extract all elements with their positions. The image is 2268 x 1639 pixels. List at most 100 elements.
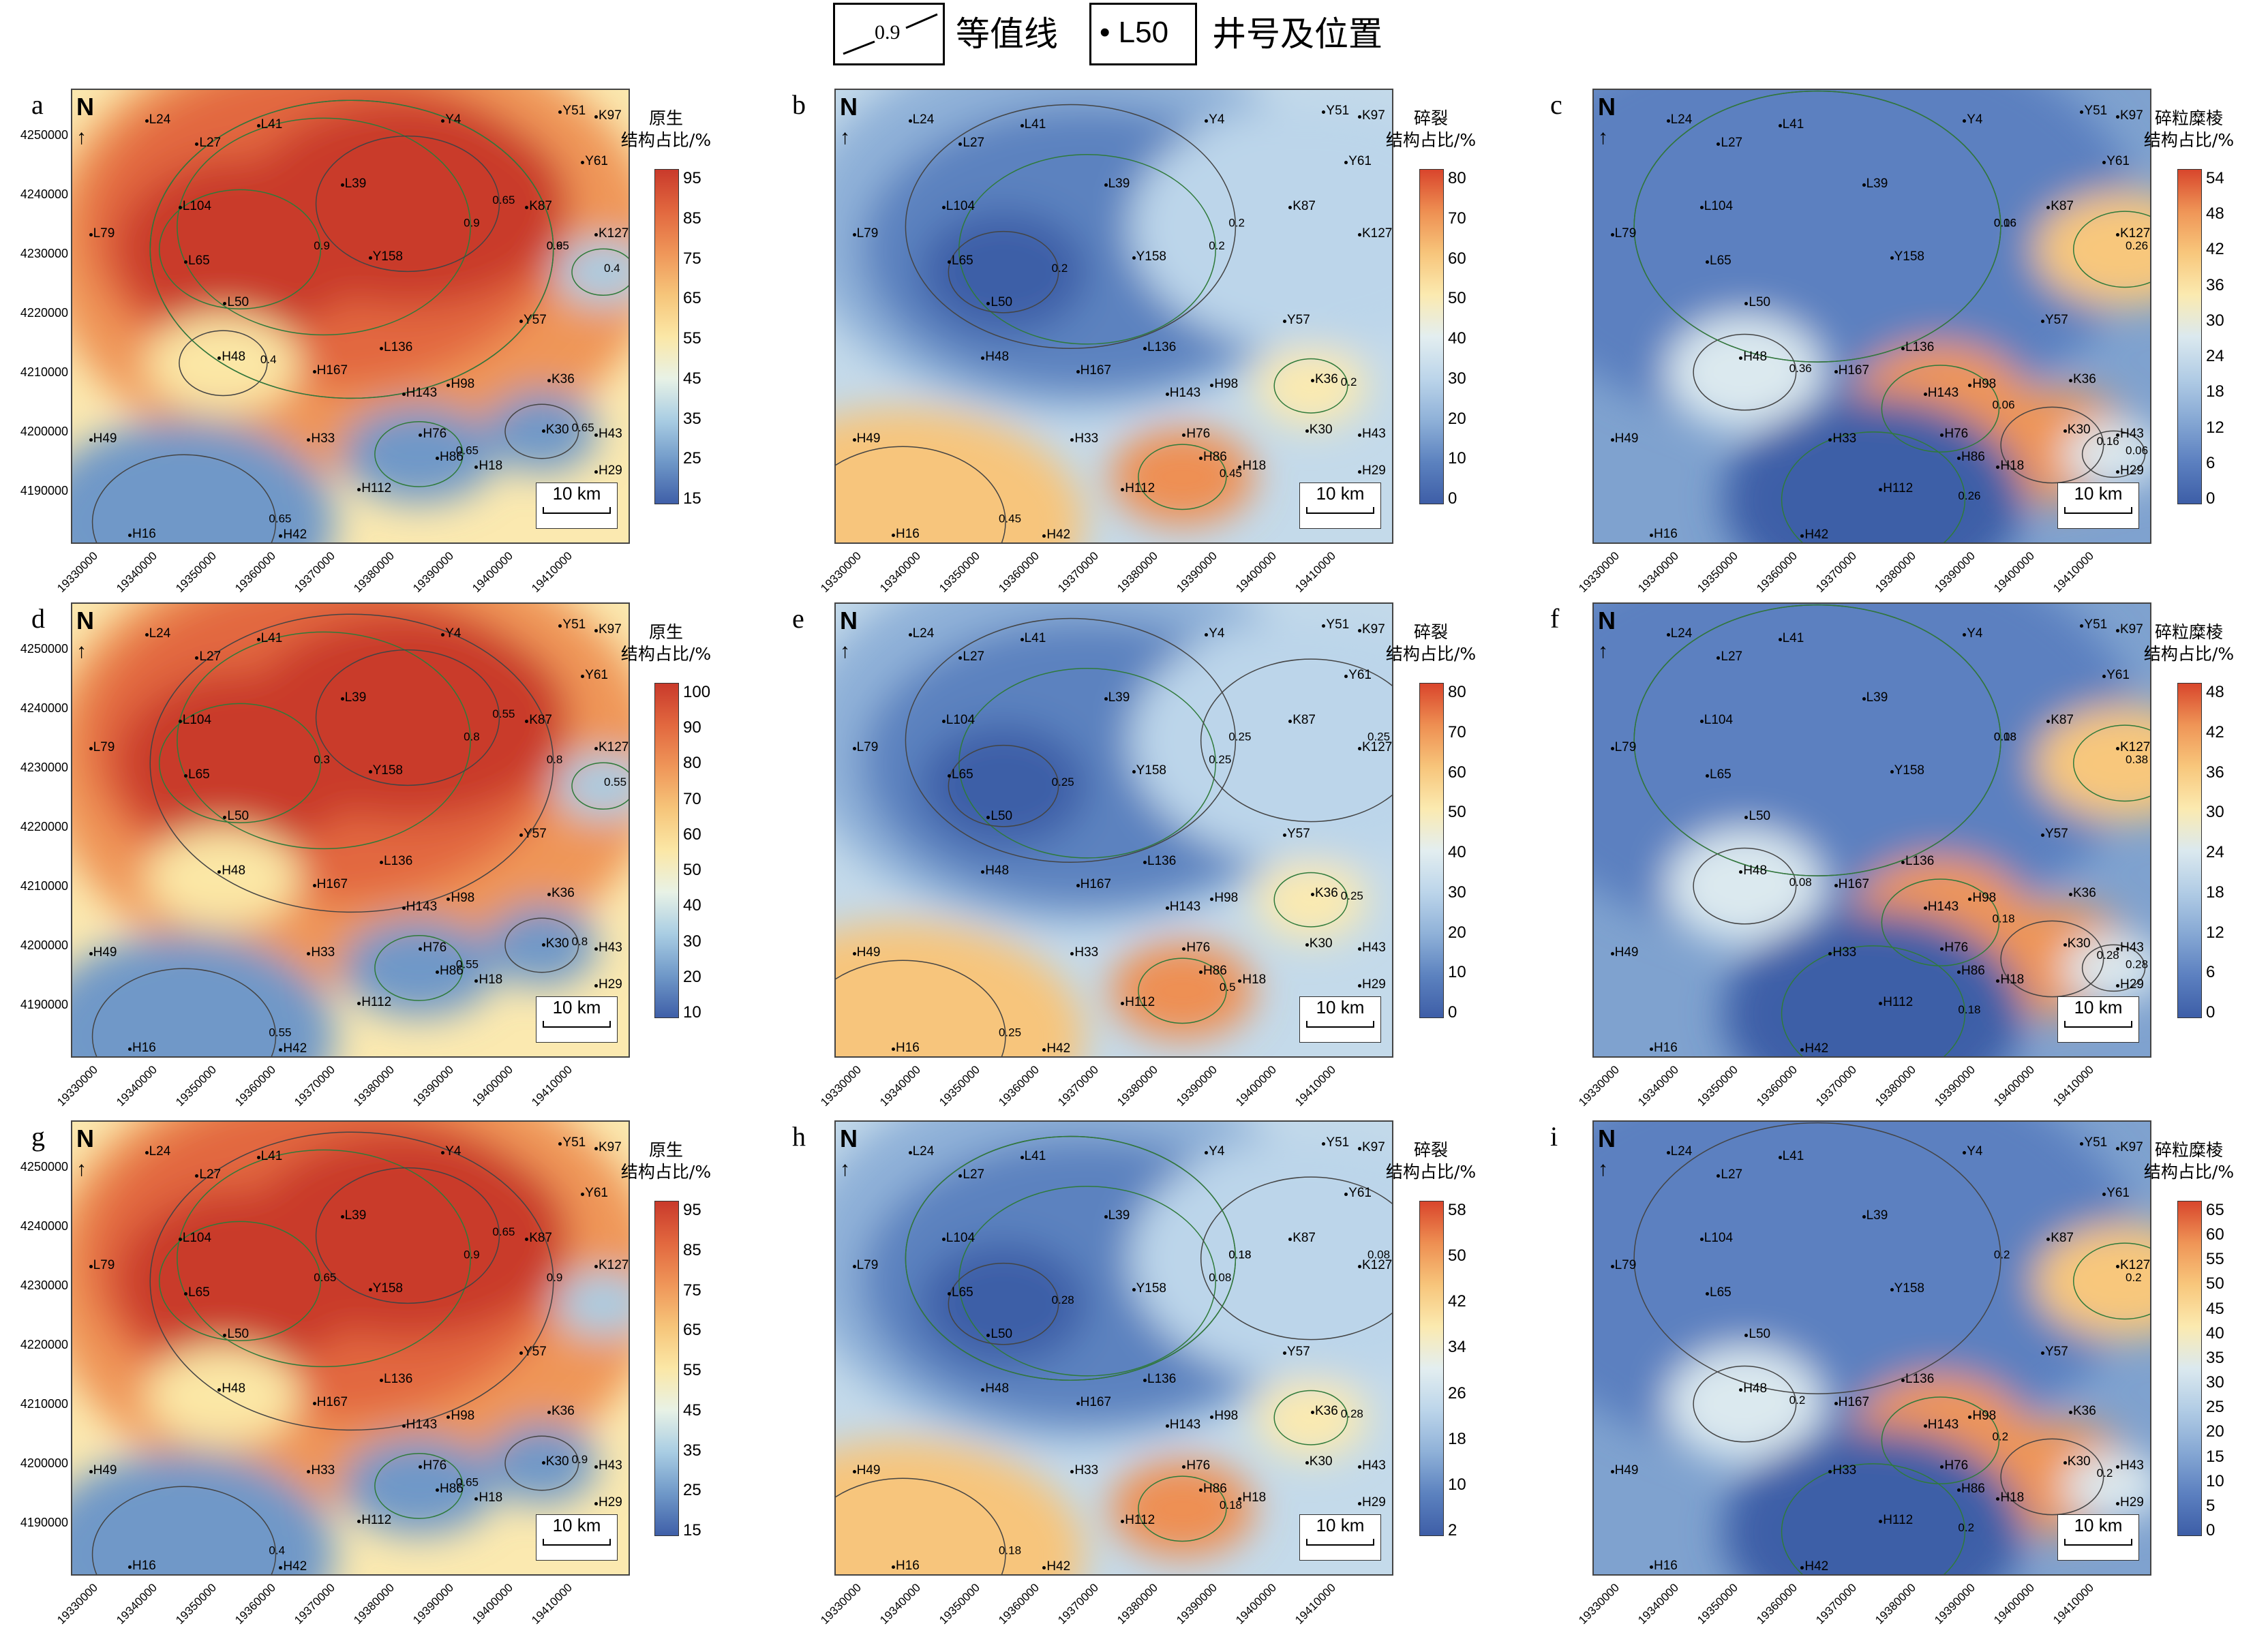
contour-label: 0.65 [456, 1475, 479, 1488]
well-label: H76 [1182, 1458, 1211, 1473]
contour-line [958, 153, 1216, 345]
surface-region [1110, 1459, 1255, 1558]
well-label: Y4 [1963, 112, 1983, 127]
contour-line [177, 117, 471, 336]
contour-label: 0.5 [1220, 981, 1236, 994]
scale-bar: 10 km [2057, 1514, 2139, 1561]
contour-label: 0.9 [464, 1248, 480, 1261]
colorbar-tick: 75 [683, 1281, 701, 1300]
scale-bar: 10 km [2057, 996, 2139, 1043]
well-label: H112 [357, 995, 392, 1010]
well-label: H48 [217, 863, 246, 878]
colorbar-tick: 30 [2206, 311, 2224, 330]
well-label: H143 [1923, 900, 1959, 915]
contour-line [374, 1452, 464, 1519]
contour-line [149, 1131, 554, 1431]
y-tick-label: 4190000 [20, 998, 68, 1011]
map-panel-c: c 0.06 0.06 0.16 0.26 0.36 0.26 0.06 0.16 N ↑ L24 L4… [1516, 80, 2266, 595]
well-label: K87 [525, 199, 552, 214]
well-label: H33 [307, 945, 335, 960]
contour-label: 0.25 [1367, 730, 1390, 743]
well-label: Y158 [1132, 1281, 1166, 1296]
well-label: L24 [908, 112, 935, 127]
colorbar-title: 碎粒糜棱 结构占比/% [2143, 622, 2235, 664]
well-label: L24 [145, 112, 171, 127]
well-label: K127 [2115, 740, 2151, 755]
contour-label: 0.18 [999, 1544, 1021, 1557]
contour-line [158, 189, 322, 309]
contour-line [905, 1135, 1237, 1381]
well-label: H16 [128, 527, 156, 542]
well-label: H29 [1358, 463, 1386, 478]
well-label: L65 [948, 1285, 973, 1300]
well-label: L79 [1610, 1258, 1637, 1273]
colorbar-tick: 0 [2206, 489, 2216, 508]
contour-label: 0.28 [1052, 1293, 1074, 1306]
x-tick-label: 19390000 [1174, 549, 1220, 595]
colorbar-title: 原生 结构占比/% [620, 622, 712, 664]
surface-region [1255, 859, 1367, 941]
well-label: Y158 [368, 249, 403, 264]
y-tick-label: 4220000 [20, 306, 68, 320]
surface-region [1110, 427, 1255, 526]
scale-bar: 10 km [536, 1514, 618, 1561]
colorbar-tick: 10 [2206, 1471, 2224, 1490]
colorbar-tick: 0 [2206, 1521, 2216, 1540]
well-label: H16 [128, 1559, 156, 1574]
x-tick-label: 19400000 [470, 549, 516, 595]
well-label: H49 [89, 1463, 117, 1477]
contour-line [2000, 1438, 2104, 1516]
y-tick-label: 4200000 [20, 425, 68, 438]
colorbar-tick: 34 [1448, 1338, 1466, 1357]
well-label: L50 [986, 294, 1013, 309]
well-label: H167 [1076, 876, 1112, 891]
colorbar-tick: 60 [2206, 1225, 2224, 1244]
well-label: Y158 [1890, 763, 1924, 778]
well-label: L41 [256, 117, 283, 132]
well-label: H112 [357, 1513, 392, 1528]
x-tick-label: 19380000 [1115, 1581, 1161, 1627]
well-label: L27 [1717, 1167, 1743, 1182]
well-label: L24 [145, 626, 171, 641]
y-tick-label: 4190000 [20, 484, 68, 497]
contour-line [948, 1262, 1059, 1345]
well-label: H76 [1182, 427, 1211, 442]
x-tick-label: 19400000 [1991, 1581, 2038, 1627]
colorbar-tick: 70 [1448, 722, 1466, 741]
contour-line [1881, 365, 2000, 453]
well-label: L27 [195, 649, 222, 664]
x-tick-label: 19350000 [173, 1063, 220, 1109]
well-label: H18 [474, 1490, 503, 1505]
well-label: L50 [1744, 808, 1771, 823]
x-tick-label: 19340000 [877, 1581, 924, 1627]
well-label: K30 [541, 1454, 569, 1469]
contour-label: 0.65 [492, 194, 515, 206]
scale-bar: 10 km [1299, 482, 1381, 529]
well-label: L136 [1143, 854, 1177, 869]
well-label: Y61 [581, 667, 608, 682]
x-tick-label: 19380000 [1873, 1581, 1919, 1627]
well-label: H86 [436, 963, 464, 978]
well-legend-label: 井号及位置 [1212, 14, 1382, 54]
y-tick-label: 4250000 [20, 128, 68, 142]
well-label: Y4 [441, 112, 462, 127]
scale-bar-label: 10 km [552, 997, 601, 1017]
well-label: H29 [594, 1495, 622, 1510]
well-label: H43 [1358, 940, 1386, 955]
colorbar-tick: 90 [683, 718, 701, 737]
contour-label: 0.08 [1994, 730, 2016, 743]
interpolated-surface: 0.180.080.280.180.180.280.080.18 [836, 1122, 1392, 1574]
x-tick-label: 19350000 [1695, 1063, 1741, 1109]
surface-region [2033, 705, 2150, 821]
contour-label: 0.38 [2126, 753, 2148, 766]
colorbar-tick: 0 [1448, 1003, 1457, 1022]
contour-line [1881, 878, 2000, 966]
well-label: H43 [1358, 1458, 1386, 1473]
colorbar-tick: 95 [683, 169, 701, 187]
contour-legend-box: 0.9 [833, 3, 945, 65]
surface-region [555, 239, 629, 305]
well-label: H18 [1996, 1490, 2025, 1505]
well-label: Y158 [368, 1281, 403, 1296]
well-label: K127 [1357, 1258, 1393, 1273]
well-label: L41 [1778, 631, 1804, 646]
